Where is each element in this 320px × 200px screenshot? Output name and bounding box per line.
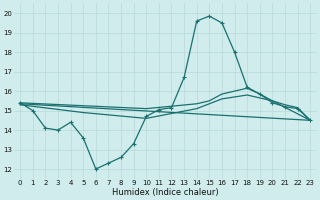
X-axis label: Humidex (Indice chaleur): Humidex (Indice chaleur)	[112, 188, 219, 197]
